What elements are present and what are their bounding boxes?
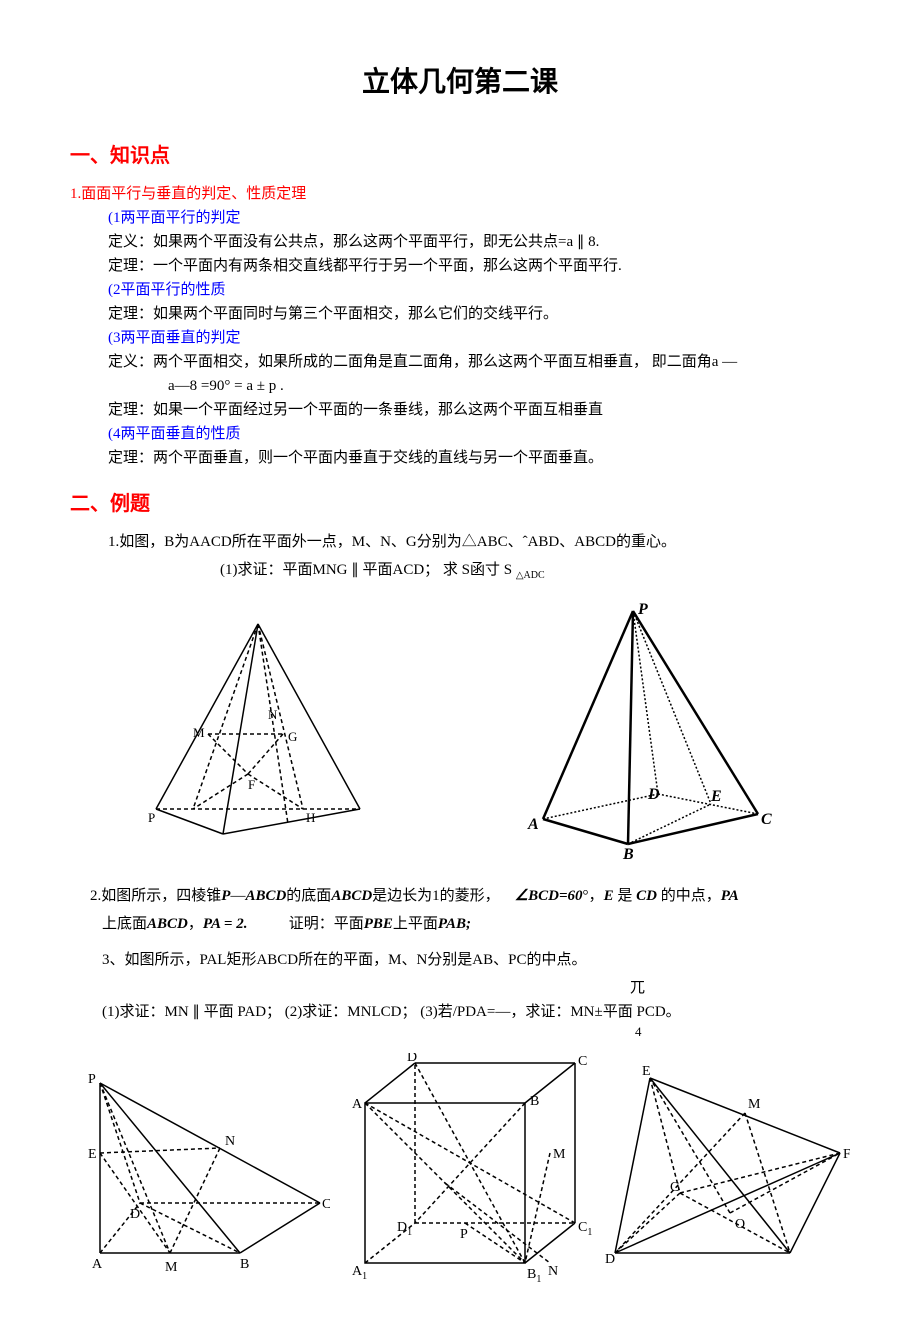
ex2-is: 是 (614, 888, 637, 904)
ex2-CD: CD (636, 888, 657, 904)
fig5-label-F: F (843, 1147, 850, 1162)
figure-4: D C A B A1 B1 C1 D1 M N P (335, 1053, 595, 1283)
fig3-label-D: D (130, 1207, 140, 1222)
ex2-comma: ， (589, 888, 604, 904)
fig5-label-O: O (735, 1217, 745, 1232)
subheading-1: 1.面面平行与垂直的判定、性质定理 (70, 182, 850, 206)
fig4-label-N: N (548, 1264, 558, 1279)
item1-def: 定义：如果两个平面没有公共点，那么这两个平面平行，即无公共点=a ∥ 8. (108, 230, 850, 254)
ex2-line2: 上底面ABCD，PA = 2. 证明：平面PBE上平面PAB; (102, 912, 850, 936)
item1-title: (1两平面平行的判定 (108, 206, 850, 230)
ex2-ABCD: ABCD (245, 888, 286, 904)
ex2-PA2: PA (203, 916, 220, 932)
page-title: 立体几何第二课 (70, 60, 850, 105)
fig2-label-B: B (622, 846, 634, 859)
item2-thm: 定理：如果两个平面同时与第三个平面相交，那么它们的交线平行。 (108, 302, 850, 326)
ex2-PAB: PAB (438, 916, 466, 932)
fig1-label-H: H (306, 810, 315, 825)
item3-thm: 定理：如果一个平面经过另一个平面的一条垂线，那么这两个平面互相垂直 (108, 398, 850, 422)
ex2-2: 2. (236, 916, 247, 932)
fig1-label-F: F (248, 777, 255, 792)
figure-row-1: M N G F P H P A B C D E (70, 599, 850, 859)
fig3-label-M: M (165, 1260, 178, 1273)
item3-title: (3两平面垂直的判定 (108, 326, 850, 350)
figure-5: E M F C O D (600, 1063, 850, 1273)
ex3-pi: 兀 (630, 976, 850, 1000)
fig3-label-C: C (322, 1197, 330, 1212)
figure-1: M N G F P H (138, 614, 378, 844)
ex2-PBE: PBE (364, 916, 393, 932)
fig1-label-G: G (288, 729, 297, 744)
fig4-label-A: A (352, 1097, 363, 1112)
ex2-angle: ∠BCD (515, 888, 559, 904)
item1-thm: 定理：一个平面内有两条相交直线都平行于另一个平面，那么这两个平面平行. (108, 254, 850, 278)
ex2-t4: 的中点， (657, 888, 721, 904)
ex1-line2b: △ADC (516, 570, 545, 581)
fig2-label-A: A (527, 816, 539, 833)
fig4-label-M: M (553, 1147, 566, 1162)
ex1-line2a: (1)求证：平面MNG ∥ 平面ACD； 求 S函寸 S (220, 562, 512, 578)
ex2-eq2: = (220, 916, 236, 932)
fig4-label-B: B (530, 1094, 539, 1109)
fig2-label-P: P (637, 601, 648, 618)
fig5-label-M: M (748, 1097, 761, 1112)
ex1-line2: (1)求证：平面MNG ∥ 平面ACD； 求 S函寸 S △ADC (220, 558, 850, 584)
fig2-label-C: C (761, 811, 772, 828)
fig4-label-P: P (460, 1227, 468, 1242)
ex3-4: 4 (635, 1022, 850, 1043)
ex2-perp: 上平面 (393, 916, 438, 932)
fig3-label-B: B (240, 1257, 249, 1272)
fig5-label-C: C (670, 1180, 679, 1195)
fig1-label-P: P (148, 810, 155, 825)
fig3-label-A: A (92, 1257, 103, 1272)
fig3-label-P: P (88, 1072, 96, 1087)
item3-def1: 定义：两个平面相交，如果所成的二面角是直二面角，那么这两个平面互相垂直， 即二面… (108, 350, 850, 374)
ex2-ABCD2: ABCD (331, 888, 372, 904)
figure-2: P A B C D E (513, 599, 783, 859)
figure-3: P A B C D M N E (70, 1063, 330, 1273)
ex3-line1: 3、如图所示，PAL矩形ABCD所在的平面，M、N分别是AB、PC的中点。 (102, 948, 850, 972)
fig2-label-D: D (647, 786, 660, 803)
ex2-PA: PA (721, 888, 739, 904)
fig3-label-N: N (225, 1134, 235, 1149)
ex2-eq60: =60 (559, 888, 583, 904)
fig4-label-B1: B1 (527, 1267, 541, 1283)
ex1-line1: 1.如图，B为AACD所在平面外一点，M、N、G分别为△ABC、ˆABD、ABC… (108, 530, 850, 554)
ex2-E: E (604, 888, 614, 904)
ex2-t2: 的底面 (286, 888, 331, 904)
fig1-label-M: M (193, 725, 205, 740)
item3-def2: a—8 =90° = a ± p . (168, 374, 850, 398)
ex3-line2: (1)求证：MN ∥ 平面 PAD； (2)求证：MNLCD； (3)若/PDA… (102, 1000, 850, 1024)
fig3-label-E: E (88, 1147, 97, 1162)
section2-heading: 二、例题 (70, 488, 850, 520)
section1-heading: 一、知识点 (70, 140, 850, 172)
figure-row-2: P A B C D M N E (70, 1053, 850, 1283)
fig5-label-E: E (642, 1064, 651, 1079)
fig4-label-A1: A1 (352, 1264, 367, 1282)
fig5-label-D: D (605, 1252, 615, 1267)
ex2-t1: 2.如图所示，四棱锥 (90, 888, 221, 904)
item2-title: (2平面平行的性质 (108, 278, 850, 302)
ex2-proof: 证明：平面 (289, 916, 364, 932)
fig4-label-C: C (578, 1054, 587, 1069)
ex2-semi: ; (466, 916, 471, 932)
ex2-t3: 是边长为1的菱形， (372, 888, 500, 904)
ex2-t5: 上底面 (102, 916, 147, 932)
ex2-ABCD3: ABCD (147, 916, 188, 932)
fig1-label-N: N (268, 707, 278, 722)
fig4-label-D: D (407, 1053, 417, 1065)
item4-thm: 定理：两个平面垂直，则一个平面内垂直于交线的直线与另一个平面垂直。 (108, 446, 850, 470)
fig2-label-E: E (710, 788, 722, 805)
item4-title: (4两平面垂直的性质 (108, 422, 850, 446)
ex2-line1: 2.如图所示，四棱锥P—ABCD的底面ABCD是边长为1的菱形， ∠BCD=60… (90, 884, 850, 908)
ex2-dash: — (230, 888, 245, 904)
ex2-comma2: ， (188, 916, 203, 932)
fig4-label-C1: C1 (578, 1220, 592, 1238)
